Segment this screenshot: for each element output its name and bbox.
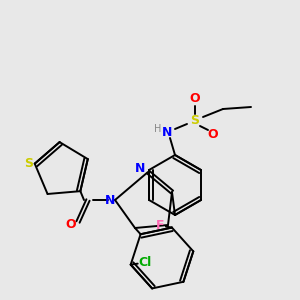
Text: N: N — [135, 163, 145, 176]
Text: N: N — [105, 194, 115, 206]
Text: N: N — [162, 127, 172, 140]
Text: Cl: Cl — [138, 256, 151, 269]
Text: O: O — [190, 92, 200, 106]
Text: S: S — [24, 157, 33, 170]
Text: O: O — [66, 218, 76, 232]
Text: H: H — [154, 124, 162, 134]
Text: F: F — [156, 219, 164, 232]
Text: S: S — [190, 115, 200, 128]
Text: O: O — [208, 128, 218, 142]
